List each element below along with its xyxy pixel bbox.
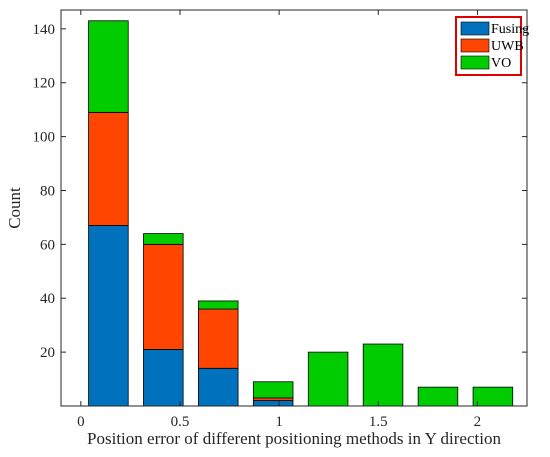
legend-item-fusing: Fusing <box>460 21 529 37</box>
bar-vo-bin-6 <box>362 343 404 407</box>
legend: Fusing UWB VO <box>455 16 529 76</box>
bar-uwb-bin-2 <box>143 243 184 350</box>
bar-group <box>88 20 514 407</box>
legend-label-fusing: Fusing <box>491 22 529 37</box>
legend-item-vo: VO <box>460 55 511 71</box>
y-tick-label: 40 <box>40 291 55 307</box>
y-tick-label: 140 <box>33 22 56 38</box>
legend-swatch-uwb <box>460 38 490 53</box>
y-tick-label: 80 <box>40 183 55 199</box>
axes-box <box>60 9 528 407</box>
bar-uwb-bin-4 <box>252 397 294 402</box>
x-tick-label: 2 <box>474 414 482 430</box>
bar-vo-bin-1 <box>88 20 129 113</box>
bar-vo-bin-4 <box>252 381 294 399</box>
bar-uwb-bin-3 <box>198 308 239 369</box>
y-tick-label: 100 <box>33 130 56 146</box>
bar-uwb-bin-1 <box>88 111 129 226</box>
y-tick-label: 60 <box>40 237 55 253</box>
bar-vo-bin-2 <box>143 233 184 245</box>
legend-swatch-vo <box>460 55 490 70</box>
legend-label-vo: VO <box>491 56 511 71</box>
legend-label-uwb: UWB <box>491 39 524 54</box>
legend-swatch-fusing <box>460 21 490 36</box>
bar-fusing-bin-4 <box>252 400 294 407</box>
y-tick-label: 120 <box>33 76 56 92</box>
x-axis-label: Position error of different positioning … <box>87 429 501 448</box>
x-tick-label: 0 <box>77 414 85 430</box>
x-tick-label: 0.5 <box>171 414 190 430</box>
y-axis-label: Count <box>5 187 24 229</box>
bar-vo-bin-7 <box>417 386 459 407</box>
legend-item-uwb: UWB <box>460 38 524 54</box>
y-tick-label: 20 <box>40 345 55 361</box>
bar-fusing-bin-3 <box>198 367 239 407</box>
tick-group: 0 0.5 1 1.5 2 20 40 60 80 100 120 140 <box>33 10 527 430</box>
bar-vo-bin-3 <box>198 300 239 310</box>
bar-fusing-bin-1 <box>88 225 129 407</box>
x-tick-label: 1 <box>275 414 283 430</box>
bar-vo-bin-5 <box>307 351 349 407</box>
bar-vo-bin-8 <box>472 386 514 407</box>
x-tick-label: 1.5 <box>369 414 388 430</box>
bar-fusing-bin-2 <box>143 349 184 407</box>
